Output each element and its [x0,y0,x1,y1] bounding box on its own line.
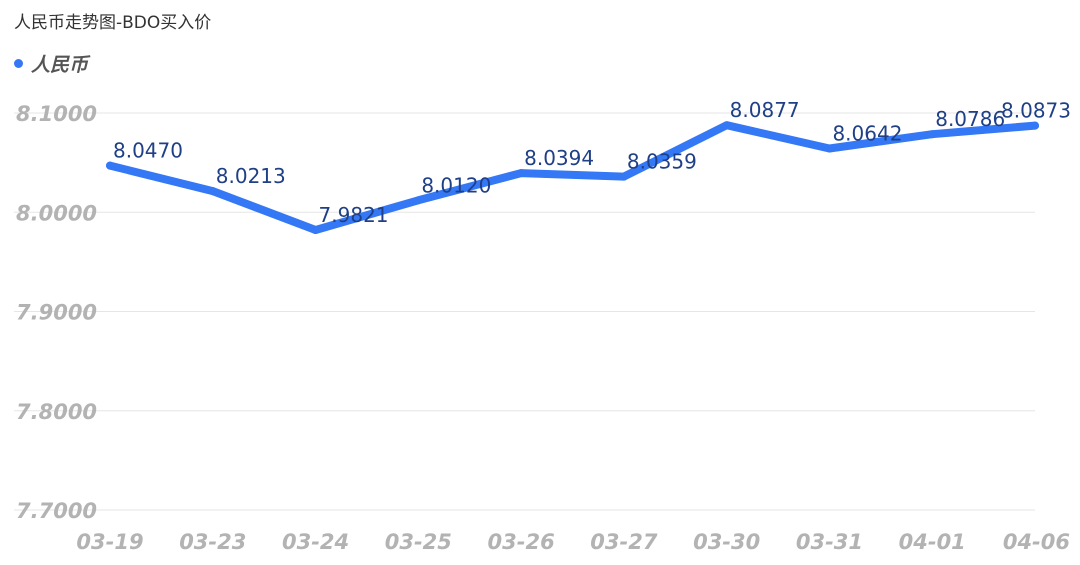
y-tick-label: 7.8000 [16,400,97,424]
data-point [928,130,937,139]
data-point [722,121,731,130]
x-axis: 03-19 03-23 03-24 03-25 03-26 03-27 03-30 03-31… [76,530,1070,554]
chart-title: 人民币走势图-BDO买入价 [14,13,212,33]
x-tick-label: 03-26 [488,530,555,554]
series-line [106,121,1039,234]
x-tick-label: 03-31 [796,530,863,554]
y-tick-label: 8.1000 [16,102,97,126]
data-label: 8.0120 [421,173,491,197]
y-axis: 8.1000 8.0000 7.9000 7.8000 7.7000 [16,102,97,523]
y-tick-label: 8.0000 [16,201,97,225]
y-tick-label: 7.7000 [16,499,97,523]
legend-label: 人民币 [31,54,89,76]
x-tick-label: 04-06 [1003,530,1070,554]
x-tick-label: 04-01 [899,530,966,554]
data-label: 8.0877 [730,98,800,122]
y-tick-label: 7.9000 [16,301,97,325]
grid-lines [14,112,1035,511]
data-point [311,226,320,235]
x-tick-label: 03-24 [282,530,349,554]
data-label: 7.9821 [319,203,389,227]
data-label: 8.0213 [216,164,286,188]
data-point [106,161,114,170]
legend-dot-icon [14,59,23,68]
data-label: 8.0642 [832,122,902,146]
data-point [517,169,526,178]
x-tick-label: 03-30 [693,530,760,554]
data-point [1031,121,1039,130]
x-tick-label: 03-27 [590,530,658,554]
data-label: 8.0394 [524,146,594,170]
series-layer [106,121,1039,235]
data-label: 8.0470 [113,139,183,163]
legend[interactable]: 人民币 [14,50,88,77]
data-point [619,172,628,181]
data-point [825,144,834,153]
data-point [208,187,217,196]
x-tick-label: 03-25 [385,530,452,554]
data-point [414,196,423,205]
data-label: 8.0786 [935,107,1005,131]
data-label: 8.0873 [1001,99,1071,123]
x-tick-label: 03-19 [76,530,143,554]
data-labels: 8.0470 8.0213 7.9821 8.0120 8.0394 8.0359 8.08… [113,98,1071,227]
data-label: 8.0359 [627,150,697,174]
x-tick-label: 03-23 [179,530,246,554]
